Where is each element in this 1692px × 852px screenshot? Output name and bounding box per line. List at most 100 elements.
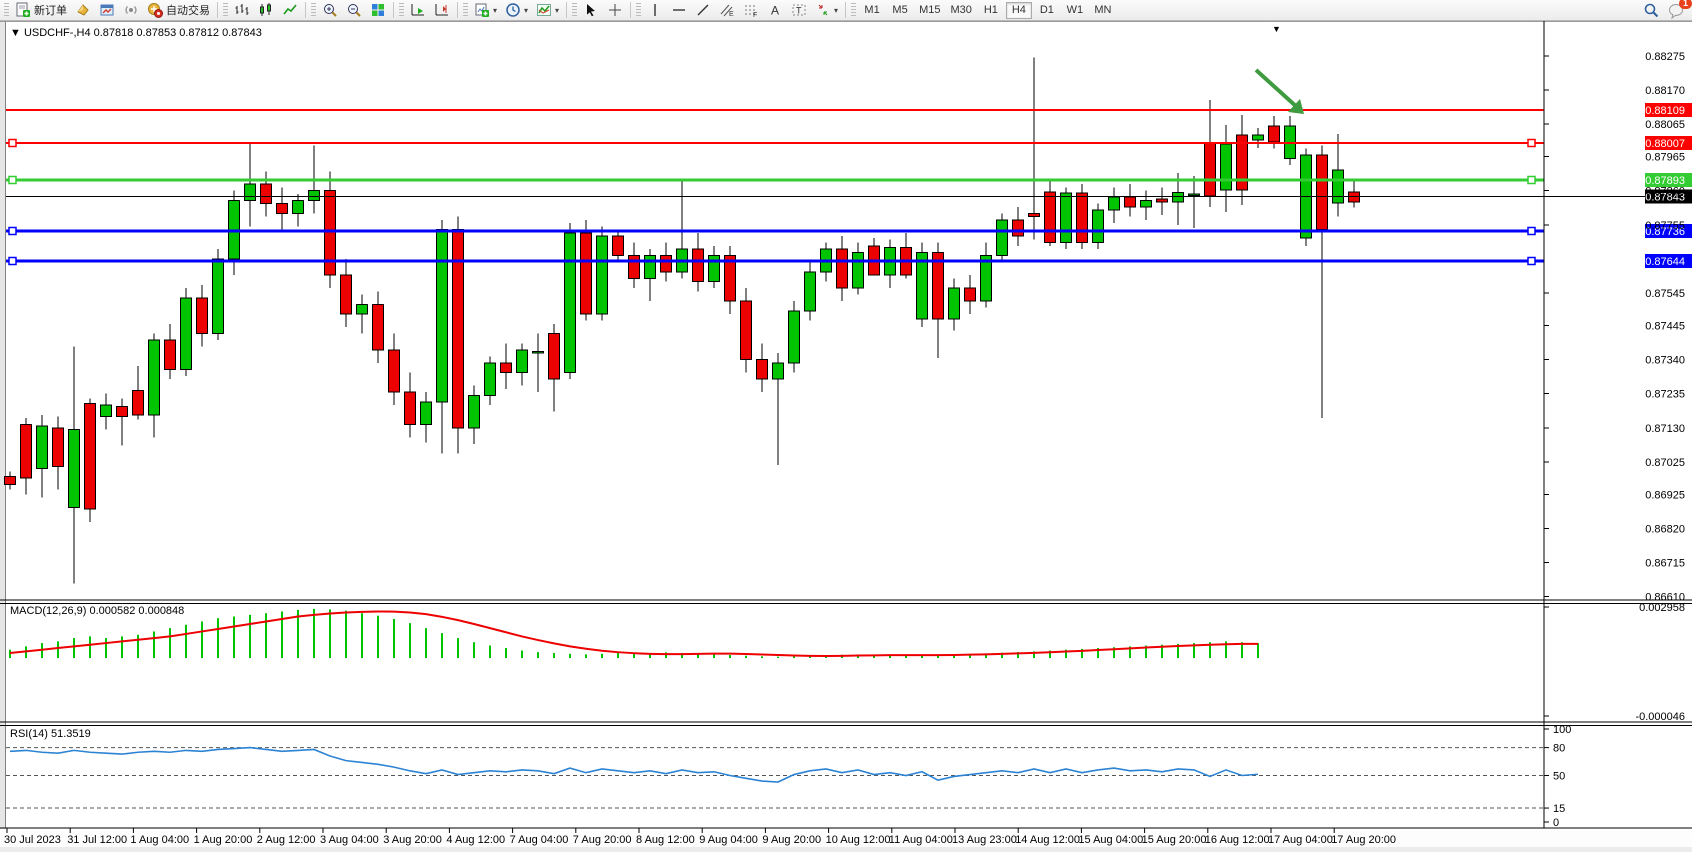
line-handle[interactable] — [8, 138, 17, 148]
timeframe-h1-button[interactable]: H1 — [978, 2, 1004, 19]
candles — [4, 57, 1360, 584]
line-handle[interactable] — [1527, 256, 1536, 266]
candle-body — [916, 252, 928, 320]
candle-body — [564, 232, 576, 373]
new-chart-icon — [474, 2, 490, 18]
candle-body — [1236, 134, 1248, 191]
candle-body — [772, 362, 784, 380]
fibonacci-button[interactable]: F — [739, 1, 763, 20]
timeframe-m1-button[interactable]: M1 — [859, 2, 885, 19]
timeframe-w1-button[interactable]: W1 — [1062, 2, 1088, 19]
candle-body — [548, 333, 560, 380]
candle-body — [196, 297, 208, 334]
periods-button[interactable]: ▾ — [501, 1, 532, 20]
new-chart-button[interactable]: ▾ — [470, 1, 501, 20]
candle-body — [628, 255, 640, 279]
cursor-button[interactable] — [579, 1, 603, 20]
time-axis-label: 15 Aug 04:00 — [1078, 834, 1143, 846]
candle-body — [148, 339, 160, 416]
candle-body — [580, 232, 592, 315]
new-order-icon — [15, 2, 31, 18]
timeframe-m15-button[interactable]: M15 — [915, 2, 944, 19]
text-label-button[interactable]: T — [787, 1, 811, 20]
time-axis-label: 2 Aug 12:00 — [257, 834, 316, 846]
indicators-button[interactable]: ▾ — [532, 1, 563, 20]
timeframe-mn-button[interactable]: MN — [1090, 2, 1116, 19]
line-handle[interactable] — [1527, 226, 1536, 236]
candle-body — [1044, 191, 1056, 243]
price-badge-label: 0.87644 — [1645, 256, 1685, 268]
timeframe-m30-button[interactable]: M30 — [946, 2, 975, 19]
time-axis-label: 17 Aug 20:00 — [1331, 834, 1396, 846]
line-handle[interactable] — [1527, 138, 1536, 148]
candle-body — [100, 404, 112, 417]
candlestick-chart-button[interactable] — [254, 1, 278, 20]
line-chart-button[interactable] — [278, 1, 302, 20]
toolbar-grip — [223, 3, 228, 17]
trendline-button[interactable] — [691, 1, 715, 20]
toolbar-separator — [566, 2, 568, 18]
candle-body — [68, 429, 80, 508]
candle-body — [212, 258, 224, 334]
toolbar-grip — [851, 3, 857, 17]
arrows-button[interactable]: ▾ — [811, 1, 842, 20]
price-chart[interactable]: 0.88109 0.88007 0.87893 0.87736 0.87644 0.878… — [0, 21, 1692, 852]
auto-scroll-button[interactable] — [406, 1, 430, 20]
bars-chart-icon — [234, 2, 250, 18]
price-axis-label: 0.87445 — [1645, 321, 1685, 333]
toolbar-grip — [636, 3, 642, 17]
symbol-title[interactable]: ▼ USDCHF-,H4 0.87818 0.87853 0.87812 0.8… — [10, 27, 262, 39]
candle-body — [372, 304, 384, 351]
horizontal-line-button[interactable] — [667, 1, 691, 20]
annotation-arrow[interactable] — [1254, 68, 1300, 110]
candle-body — [276, 203, 288, 214]
zoom-in-button[interactable] — [318, 1, 342, 20]
channel-icon: E — [719, 2, 735, 18]
candle-body — [468, 395, 480, 429]
autotrade-button[interactable]: 自动交易 — [143, 1, 214, 20]
svg-text:E: E — [729, 11, 734, 18]
timeframe-h4-button[interactable]: H4 — [1005, 1, 1032, 19]
line-handle[interactable] — [8, 256, 17, 266]
text-button[interactable]: A — [763, 1, 787, 20]
new-chart-window-button[interactable] — [95, 1, 119, 20]
bar-chart-button[interactable] — [230, 1, 254, 20]
candle-body — [1332, 169, 1344, 204]
candle-body — [724, 255, 736, 302]
timeframe-d1-button[interactable]: D1 — [1034, 2, 1060, 19]
search-icon[interactable] — [1643, 2, 1660, 18]
line-handle[interactable] — [8, 226, 17, 236]
equidistant-channel-button[interactable]: E — [715, 1, 739, 20]
rsi-axis-label: 100 — [1553, 724, 1571, 736]
tile-windows-button[interactable] — [366, 1, 390, 20]
candle-body — [836, 248, 848, 289]
line-handle[interactable] — [8, 175, 17, 185]
timeframe-m5-button[interactable]: M5 — [887, 2, 913, 19]
crosshair-button[interactable] — [603, 1, 627, 20]
candle-body — [1092, 209, 1104, 243]
price-badge — [1645, 173, 1692, 187]
candle-body — [308, 190, 320, 201]
depth-of-market-button[interactable] — [71, 1, 95, 20]
chevron-down-icon: ▾ — [555, 5, 560, 15]
candle-body — [500, 362, 512, 373]
line-handle[interactable] — [1527, 175, 1536, 185]
candle-body — [1108, 196, 1120, 211]
candle-body — [452, 229, 464, 429]
chart-area[interactable]: 0.88109 0.88007 0.87893 0.87736 0.87644 0.878… — [0, 21, 1692, 852]
zoom-out-button[interactable] — [342, 1, 366, 20]
chat-icon[interactable]: 1 — [1668, 0, 1692, 19]
chart-shift-button[interactable] — [430, 1, 454, 20]
new-order-button[interactable]: 新订单 — [11, 1, 71, 20]
toolbar-separator — [630, 2, 632, 18]
vertical-line-button[interactable] — [643, 1, 667, 20]
signals-button[interactable] — [119, 1, 143, 20]
toolbar-separator — [305, 2, 306, 18]
time-axis-label: 3 Aug 04:00 — [320, 834, 379, 846]
time-axis-label: 8 Aug 12:00 — [636, 834, 695, 846]
dom-icon — [75, 2, 91, 18]
candle-body — [980, 255, 992, 302]
time-axis-label: 10 Aug 12:00 — [826, 834, 891, 846]
candle-body — [1316, 154, 1328, 230]
price-badge-label: 0.87736 — [1645, 226, 1685, 238]
